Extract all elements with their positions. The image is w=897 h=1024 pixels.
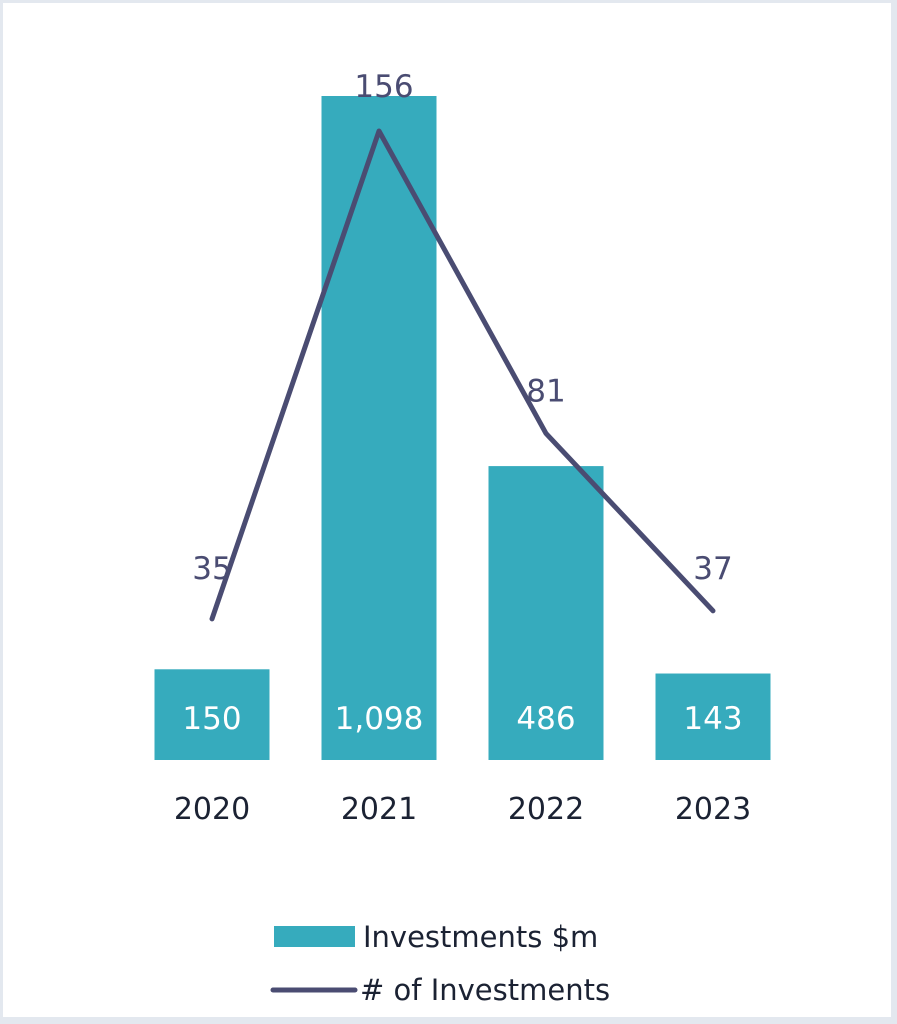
line-series xyxy=(209,128,716,622)
line-label-2021: 156 xyxy=(354,69,413,105)
legend: Investments $m # of Investments xyxy=(270,920,610,1007)
category-label-2021: 2021 xyxy=(341,792,417,827)
category-label-2020: 2020 xyxy=(174,792,250,827)
legend-label-investment-count: # of Investments xyxy=(360,973,610,1007)
bar-label-2020: 150 xyxy=(182,701,241,737)
line-data-labels: 35 156 81 37 xyxy=(192,69,732,587)
bar-label-2022: 486 xyxy=(516,701,575,737)
legend-label-investments-amount: Investments $m xyxy=(363,920,598,954)
line-label-2023: 37 xyxy=(693,551,732,587)
bar-label-2021: 1,098 xyxy=(335,701,424,737)
bar-data-labels: 150 1,098 486 143 xyxy=(182,701,742,737)
category-axis-labels: 2020 2021 2022 2023 xyxy=(174,792,751,827)
bar-2021 xyxy=(321,96,437,760)
bar-2023 xyxy=(655,673,771,760)
bar-label-2023: 143 xyxy=(683,701,742,737)
bar-series xyxy=(154,96,771,760)
category-label-2022: 2022 xyxy=(508,792,584,827)
chart-frame xyxy=(3,3,891,1017)
line-label-2022: 81 xyxy=(526,373,565,409)
line-label-2020: 35 xyxy=(192,551,231,587)
category-label-2023: 2023 xyxy=(675,792,751,827)
line-path xyxy=(209,128,716,622)
legend-swatch-investments-amount xyxy=(274,926,355,947)
bar-2020 xyxy=(154,669,270,760)
bar-2022 xyxy=(488,466,604,760)
